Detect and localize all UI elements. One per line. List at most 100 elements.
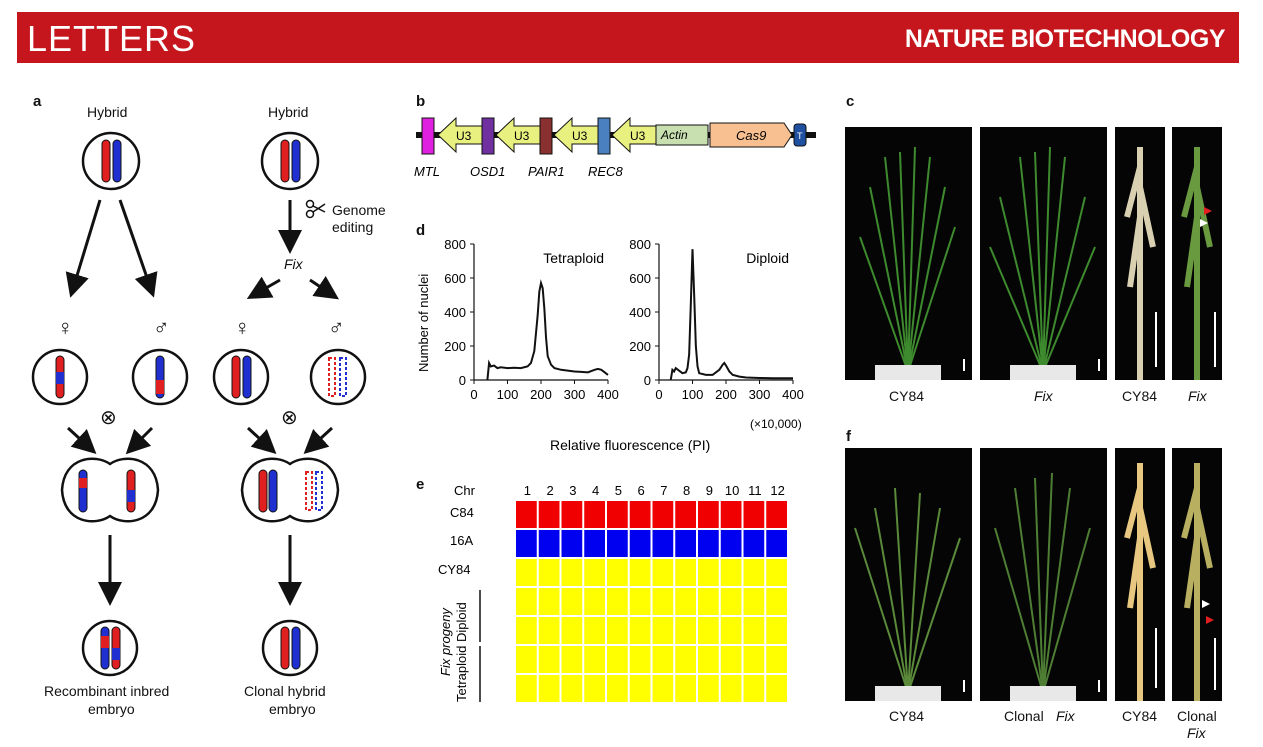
heatmap-cell [720, 501, 742, 528]
column-label: 10 [725, 483, 739, 498]
gene-rec8: REC8 [588, 164, 623, 179]
column-label: 1 [524, 483, 531, 498]
heatmap-cell [561, 617, 583, 644]
panicle-photo-clonal-fix [1172, 448, 1222, 701]
heatmap-cell [629, 559, 651, 586]
caption-f-fix-panicle: Fix [1187, 725, 1206, 741]
heatmap-cell [607, 617, 628, 644]
heatmap-cell [652, 501, 674, 528]
cross-symbol-right: ⊗ [281, 407, 298, 429]
heatmap-cell [561, 501, 583, 528]
heatmap-cell [743, 559, 765, 586]
gene-pair1: PAIR1 [528, 164, 565, 179]
caption-f-cy84: CY84 [889, 708, 925, 724]
hybrid-left-label: Hybrid [87, 104, 128, 120]
x-tick-label: 0 [655, 387, 662, 402]
heatmap-cell [720, 617, 742, 644]
heatmap-cell [516, 646, 537, 673]
heatmap-cell [629, 530, 651, 557]
heatmap-cell [698, 530, 719, 557]
heatmap-cell [652, 530, 674, 557]
chart-title-0: Tetraploid [543, 250, 604, 266]
x-axis-label: Relative fluorescence (PI) [550, 437, 710, 453]
y-tick-label: 400 [444, 305, 466, 320]
row-label-16a: 16A [450, 533, 473, 548]
hybrid-cell-right [260, 131, 320, 191]
panicle-photo-cy84-f [1115, 448, 1165, 701]
caption-c-fix-panicle: Fix [1188, 388, 1207, 404]
panel-a-label: a [33, 93, 42, 110]
journal-name: NATURE BIOTECHNOLOGY [904, 25, 1226, 53]
x-tick-label: 100 [497, 387, 519, 402]
heatmap-cell [766, 675, 787, 702]
heatmap-cell [516, 588, 537, 615]
heatmap-cell [584, 530, 605, 557]
heatmap-cell [720, 588, 742, 615]
plant-photo-fix [980, 127, 1107, 380]
heatmap-cell [561, 646, 583, 673]
column-label: 2 [547, 483, 554, 498]
heatmap-cell [584, 559, 605, 586]
heatmap-cell [538, 646, 560, 673]
embryo-right [261, 619, 319, 677]
panicle-photo-fix [1172, 127, 1222, 380]
result-left-line1: Recombinant inbred [44, 683, 170, 699]
chart-title-1: Diploid [746, 250, 789, 266]
heatmap-cell [720, 530, 742, 557]
heatmap-cell [607, 675, 628, 702]
heatmap-cell [629, 617, 651, 644]
actin-label: Actin [660, 128, 688, 142]
genome-editing-label-1: Genome [332, 202, 386, 218]
x-tick-label: 100 [682, 387, 704, 402]
panel-b-label: b [416, 93, 426, 110]
heatmap-cell [584, 501, 605, 528]
x-tick-label: 300 [749, 387, 771, 402]
heatmap-cell [675, 530, 696, 557]
column-label: 9 [706, 483, 713, 498]
y-tick-label: 200 [629, 339, 651, 354]
fix-label: Fix [284, 256, 303, 272]
panel-d-label: d [416, 222, 426, 239]
heatmap-cell [675, 675, 696, 702]
result-right-line2: embryo [269, 701, 316, 717]
column-label: 11 [748, 483, 762, 498]
x-unit-label: (×10,000) [750, 417, 802, 431]
column-label: 12 [770, 483, 784, 498]
heatmap-cell [561, 530, 583, 557]
heatmap-cell [766, 501, 787, 528]
gamete-male-right [309, 348, 367, 406]
u3-label-3: U3 [572, 129, 588, 143]
chr-label: Chr [454, 483, 476, 498]
heatmap-cell [629, 588, 651, 615]
panel-a-diagram [31, 131, 367, 677]
heatmap-cell [516, 617, 537, 644]
gamete-female-right [212, 348, 270, 406]
heatmap-cell [561, 588, 583, 615]
y-tick-label: 600 [629, 271, 651, 286]
heatmap-cell [698, 646, 719, 673]
genome-editing-label-2: editing [332, 219, 374, 235]
heatmap-cell [607, 559, 628, 586]
heatmap-cell [516, 530, 537, 557]
heatmap-cell [538, 501, 560, 528]
caption-f-clonal: Clonal [1004, 708, 1044, 724]
column-label: 8 [683, 483, 690, 498]
series-line-1 [669, 249, 793, 381]
heatmap-cell [675, 617, 696, 644]
construct-diagram: U3 U3 U3 U3 Actin Cas9 T MTL OSD1 PAIR1 … [414, 116, 816, 179]
heatmap-cell [766, 617, 787, 644]
x-tick-label: 200 [715, 387, 737, 402]
heatmap-cell [629, 675, 651, 702]
panicle-photo-cy84 [1115, 127, 1165, 380]
caption-f-fix: Fix [1056, 708, 1075, 724]
heatmap-cell [538, 530, 560, 557]
caption-c-cy84-panicle: CY84 [1122, 388, 1158, 404]
plant-photo-cy84 [845, 127, 972, 380]
plant-photo-clonal-fix [980, 448, 1107, 701]
heatmap-cell [766, 530, 787, 557]
heatmap-cell [652, 588, 674, 615]
row-label-c84: C84 [450, 505, 474, 520]
heatmap-cell [743, 501, 765, 528]
x-tick-label: 400 [782, 387, 804, 402]
gene-mtl: MTL [414, 164, 440, 179]
